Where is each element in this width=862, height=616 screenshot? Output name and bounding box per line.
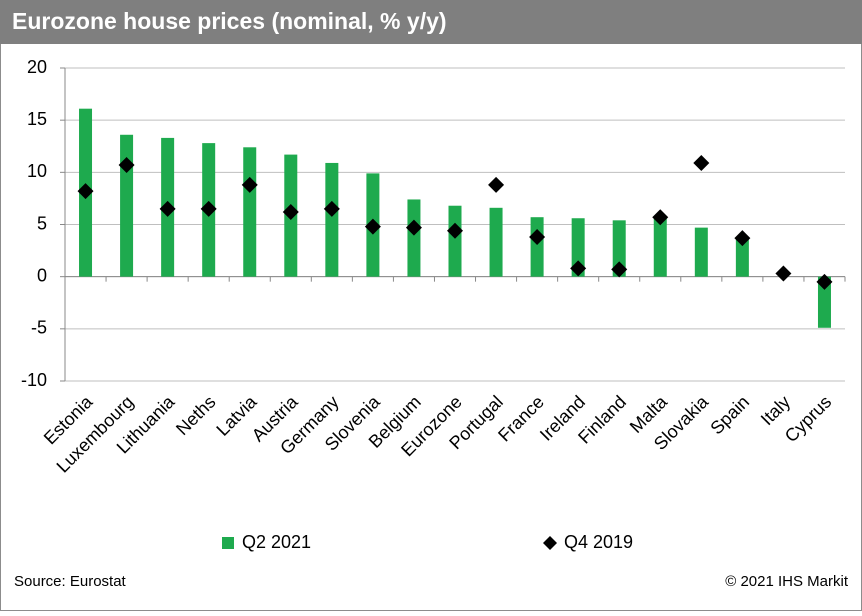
chart-title: Eurozone house prices (nominal, % y/y) — [12, 8, 447, 34]
y-tick-label: 0 — [37, 265, 47, 285]
y-tick-label: 10 — [27, 161, 47, 181]
diamond-marker — [570, 260, 587, 277]
diamond-marker — [693, 154, 710, 171]
legend-swatch — [222, 537, 234, 549]
diamond-marker — [529, 229, 546, 246]
bar — [448, 205, 462, 277]
y-tick-label: -10 — [21, 370, 47, 390]
diamond-marker — [77, 183, 94, 200]
diamond-marker — [652, 209, 669, 226]
bar — [489, 207, 503, 277]
bar — [612, 220, 626, 277]
diamond-marker — [405, 219, 422, 236]
bar — [530, 217, 544, 277]
bar — [120, 134, 134, 277]
diamond-marker — [282, 203, 299, 220]
bar — [571, 218, 585, 277]
bar — [325, 162, 339, 277]
source: Source: Eurostat — [14, 573, 127, 590]
title-bar — [0, 0, 862, 44]
y-tick-label: -5 — [31, 318, 47, 338]
legend-swatch — [543, 536, 557, 550]
y-tick-label: 5 — [37, 213, 47, 233]
diamond-marker — [364, 218, 381, 235]
y-tick-label: 15 — [27, 109, 47, 129]
diamond-marker — [241, 176, 258, 193]
bar — [653, 217, 667, 277]
bar — [694, 227, 708, 277]
diamond-marker — [323, 200, 340, 217]
bar — [243, 147, 257, 277]
diamond-marker — [488, 176, 505, 193]
diamond-marker — [159, 200, 176, 217]
diamond-marker — [816, 273, 833, 290]
diamond-marker — [734, 230, 751, 247]
bar — [817, 276, 831, 328]
diamond-marker — [447, 222, 463, 239]
diamond-marker — [611, 261, 628, 278]
diamond-marker — [775, 265, 792, 282]
legend-label: Q2 2021 — [242, 532, 311, 552]
legend-label: Q4 2019 — [564, 532, 633, 552]
bar — [407, 199, 421, 277]
copyright: © 2021 IHS Markit — [725, 573, 849, 590]
diamond-marker — [118, 157, 135, 174]
diamond-marker — [200, 200, 217, 217]
y-tick-label: 20 — [27, 57, 47, 77]
bar — [735, 237, 749, 277]
